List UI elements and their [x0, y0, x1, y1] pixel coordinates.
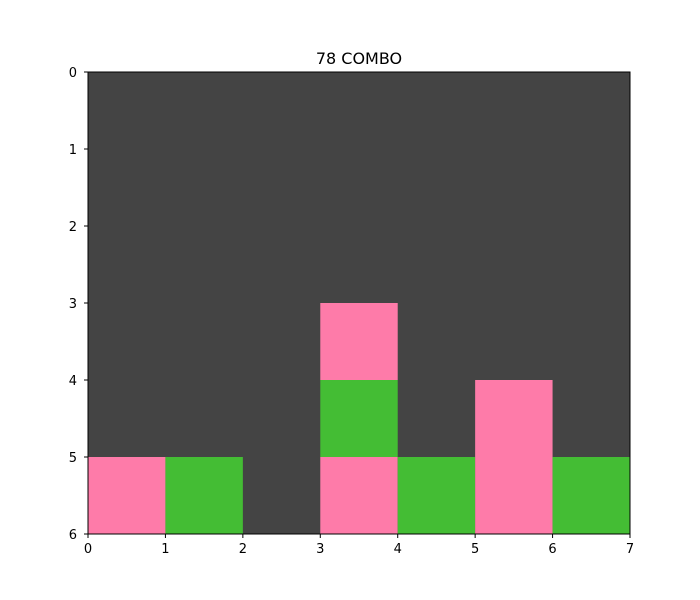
y-tick-label: 1 — [69, 143, 77, 158]
orb-pink-c3-r5 — [320, 457, 398, 534]
y-tick-label: 4 — [69, 374, 77, 389]
x-tick-label: 3 — [316, 542, 324, 557]
y-axis: 0 1 2 3 4 5 6 — [69, 66, 88, 543]
y-tick-label: 2 — [69, 220, 77, 235]
orb-green-c4-r5 — [397, 457, 476, 534]
y-tick-label: 3 — [69, 297, 77, 312]
orb-pink-c5-r4 — [475, 380, 553, 457]
board-cells — [88, 303, 630, 534]
orb-pink-c3-r3 — [320, 303, 398, 380]
orb-green-c3-r4 — [320, 380, 398, 457]
combo-title: 78 COMBO — [316, 49, 402, 68]
orb-green-c6-r5 — [552, 457, 630, 534]
orb-green-c1-r5 — [165, 457, 243, 534]
x-tick-label: 4 — [394, 542, 402, 557]
y-tick-label: 6 — [69, 528, 77, 543]
x-tick-label: 1 — [161, 542, 169, 557]
x-tick-label: 0 — [84, 542, 92, 557]
y-tick-label: 5 — [69, 451, 77, 466]
x-tick-label: 2 — [239, 542, 247, 557]
y-tick-label: 0 — [69, 66, 77, 81]
orb-pink-c5-r5 — [475, 457, 553, 534]
x-tick-label: 7 — [626, 542, 634, 557]
orb-pink-c0-r5 — [88, 457, 166, 534]
x-axis: 0 1 2 3 4 5 6 7 — [84, 534, 634, 557]
x-tick-label: 6 — [548, 542, 556, 557]
x-tick-label: 5 — [471, 542, 479, 557]
